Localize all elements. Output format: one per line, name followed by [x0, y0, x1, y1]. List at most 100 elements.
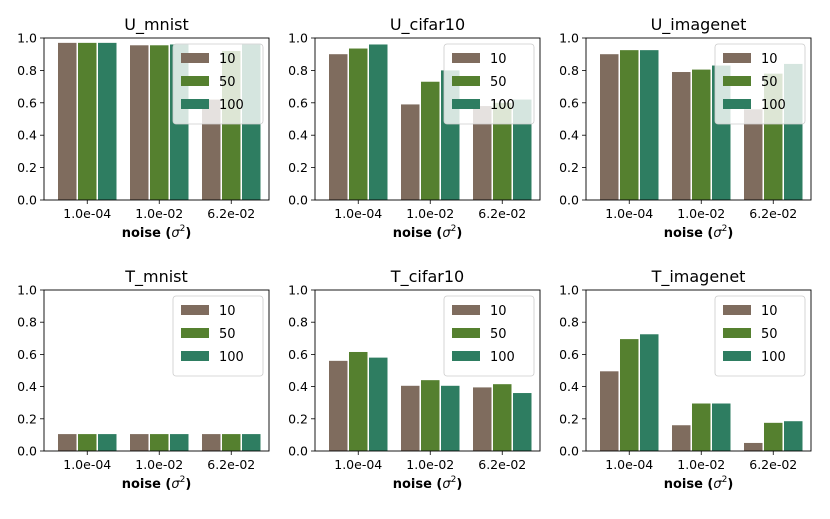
bar: [640, 334, 659, 451]
legend-label: 50: [490, 75, 507, 90]
bar: [150, 434, 169, 451]
bar: [369, 44, 388, 201]
chart-title: U_cifar10: [390, 15, 465, 35]
x-tick-label: 1.0e-04: [63, 206, 111, 221]
legend-swatch: [723, 99, 751, 109]
bar: [78, 42, 97, 200]
plot-frame: [585, 37, 812, 201]
y-tick-label: 0.4: [559, 128, 579, 143]
bar: [640, 50, 659, 201]
bar: [672, 72, 691, 200]
chart-panel: U_imagenet 1.0e-04 1.0e-02 6.2e-02 0.0 0.2 0.4…: [559, 15, 812, 241]
chart-panel: U_cifar10 1.0e-04 1.0e-02 6.2e-02 0.0 0.2 0.4 0…: [288, 15, 541, 241]
x-tick-label: 1.0e-04: [605, 206, 653, 221]
bar: [401, 385, 420, 451]
legend-swatch: [181, 76, 209, 86]
bar: [493, 384, 512, 451]
y-tick-label: 0.0: [559, 193, 579, 208]
y-tick-label: 0.8: [288, 63, 308, 78]
bar: [712, 403, 731, 451]
y-tick-label: 0.2: [288, 411, 308, 426]
x-tick-label: 1.0e-02: [677, 457, 725, 472]
x-axis-label: noise (σ2): [122, 224, 192, 241]
legend-label: 50: [219, 75, 236, 90]
y-tick-label: 0.0: [17, 444, 37, 459]
chart-title: T_imagenet: [651, 267, 746, 287]
y-tick-label: 0.4: [288, 128, 308, 143]
y-tick-label: 0.6: [288, 95, 308, 110]
y-tick-label: 0.4: [17, 128, 37, 143]
legend-label: 10: [490, 52, 507, 67]
x-tick-label: 1.0e-04: [605, 457, 653, 472]
x-tick-label: 6.2e-02: [749, 206, 797, 221]
legend-swatch: [723, 76, 751, 86]
bar: [78, 434, 97, 451]
y-tick-label: 0.8: [288, 315, 308, 330]
bar: [764, 422, 783, 451]
bar: [620, 50, 639, 201]
x-tick-label: 1.0e-02: [406, 457, 454, 472]
y-tick-label: 1.0: [559, 31, 579, 46]
y-tick-label: 0.8: [17, 315, 37, 330]
y-tick-label: 0.0: [288, 193, 308, 208]
bar: [202, 99, 221, 200]
legend-swatch: [452, 305, 480, 315]
legend-swatch: [181, 305, 209, 315]
x-tick-label: 6.2e-02: [749, 457, 797, 472]
chart-title: U_imagenet: [651, 15, 747, 35]
y-tick-label: 0.0: [288, 444, 308, 459]
bar: [493, 102, 512, 200]
y-tick-label: 0.2: [17, 411, 37, 426]
bar: [222, 434, 241, 451]
x-tick-label: 1.0e-02: [135, 457, 183, 472]
bar: [150, 45, 169, 200]
legend-label: 10: [490, 304, 507, 319]
y-tick-label: 0.8: [559, 315, 579, 330]
bar: [421, 380, 440, 451]
legend-label: 50: [761, 75, 778, 90]
x-axis-label: noise (σ2): [664, 224, 734, 241]
y-tick-label: 1.0: [17, 283, 37, 298]
x-tick-label: 6.2e-02: [478, 457, 526, 472]
y-tick-label: 0.6: [559, 95, 579, 110]
plot-frame: [314, 37, 541, 201]
legend-swatch: [181, 328, 209, 338]
legend-swatch: [452, 76, 480, 86]
legend-swatch: [452, 351, 480, 361]
y-tick-label: 0.6: [17, 95, 37, 110]
y-tick-label: 0.0: [559, 444, 579, 459]
bar: [349, 351, 368, 451]
x-tick-label: 1.0e-04: [63, 457, 111, 472]
bar: [513, 393, 532, 451]
bar: [58, 42, 77, 200]
bar: [744, 442, 763, 451]
legend-label: 10: [761, 304, 778, 319]
bar: [744, 109, 763, 200]
legend-label: 50: [490, 327, 507, 342]
legend-label: 100: [219, 350, 244, 365]
x-axis-label: noise (σ2): [393, 475, 463, 492]
bar: [329, 54, 348, 201]
bar: [329, 360, 348, 451]
legend-label: 50: [761, 327, 778, 342]
y-tick-label: 1.0: [17, 31, 37, 46]
legend-label: 50: [219, 327, 236, 342]
x-axis-label: noise (σ2): [122, 475, 192, 492]
bar: [242, 434, 261, 451]
legend-label: 100: [761, 350, 786, 365]
y-tick-label: 0.4: [17, 379, 37, 394]
bar: [620, 339, 639, 451]
x-tick-label: 6.2e-02: [207, 206, 255, 221]
bar: [130, 434, 149, 451]
y-tick-label: 1.0: [288, 283, 308, 298]
chart-panel: T_imagenet 1.0e-04 1.0e-02 6.2e-02 0.0 0.2 0.4…: [559, 267, 812, 492]
bar: [784, 421, 803, 451]
bar: [202, 434, 221, 451]
bar: [692, 69, 711, 200]
legend-swatch: [452, 99, 480, 109]
plot-frame: [43, 37, 270, 201]
legend-swatch: [723, 351, 751, 361]
y-tick-label: 0.2: [288, 160, 308, 175]
legend-swatch: [723, 328, 751, 338]
